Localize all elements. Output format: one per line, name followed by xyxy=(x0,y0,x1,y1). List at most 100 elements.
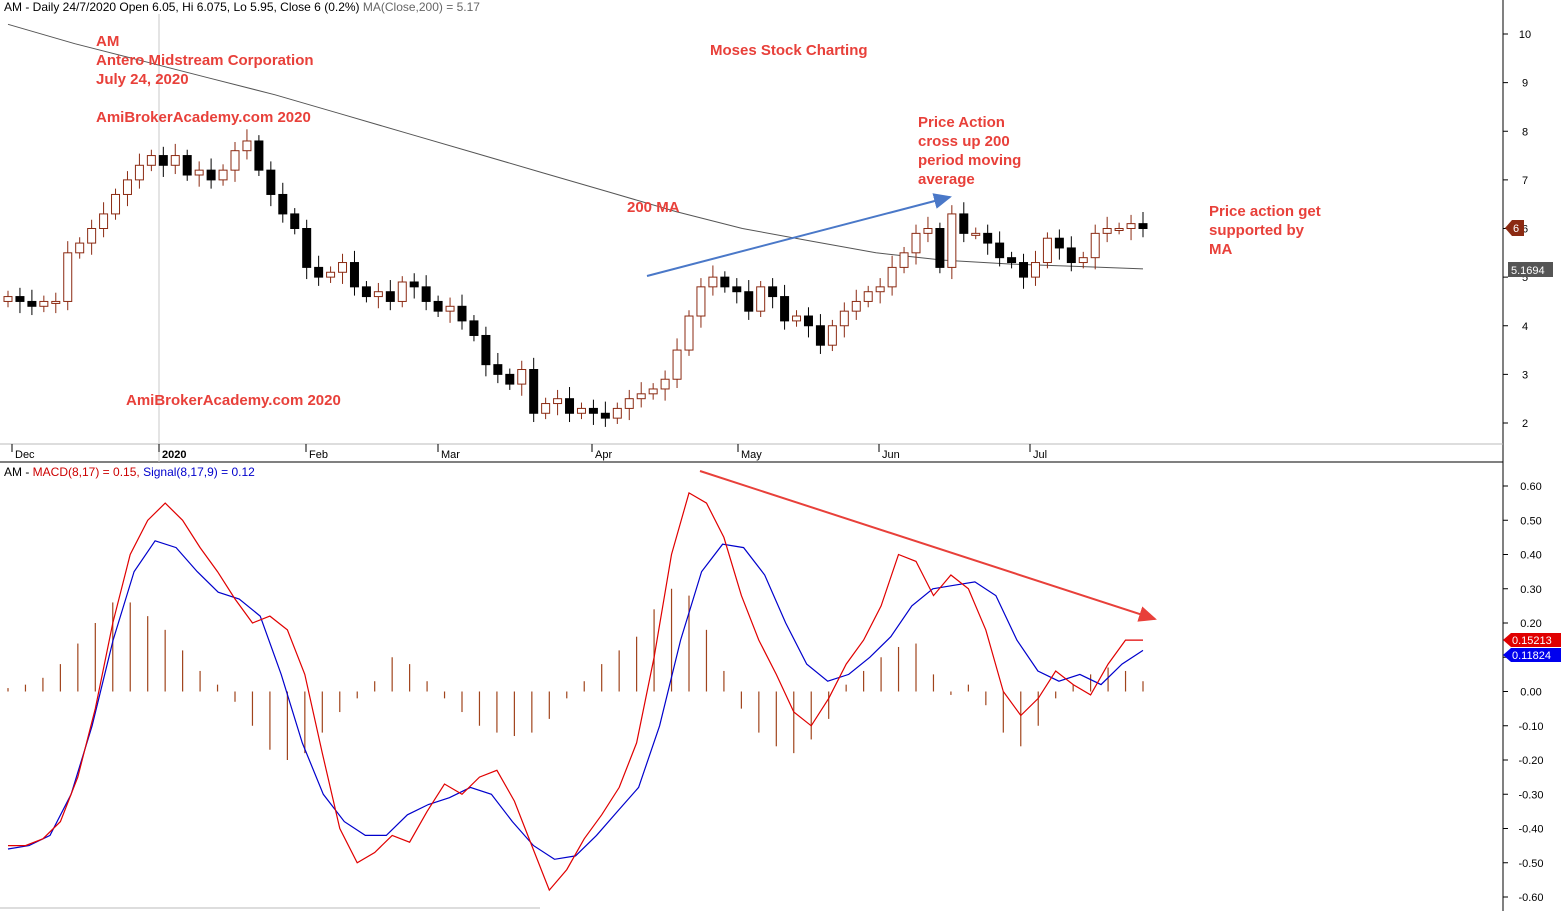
candle-body-down xyxy=(744,291,754,312)
candle-body-up xyxy=(373,291,383,298)
candle-body-up xyxy=(947,213,957,268)
cross-note-line-1: Price Action xyxy=(918,114,1005,131)
macd-y-tick-label: -0.60 xyxy=(1518,892,1543,904)
candle-body-up xyxy=(576,407,586,414)
candle-body-down xyxy=(732,286,742,293)
date-x-axis: Dec 2020 Feb Mar Apr May Jun Jul xyxy=(11,444,1047,461)
candle-body-down xyxy=(600,412,610,419)
candle-body-down xyxy=(433,300,443,312)
macd-y-axis: 0.600.500.400.300.200.100.00-0.10-0.20-0… xyxy=(1503,481,1544,904)
candle-body-up xyxy=(827,325,837,346)
price-y-tick-label: 4 xyxy=(1522,321,1528,333)
close-price-badge: 6 xyxy=(1505,220,1524,236)
candle-body-down xyxy=(409,281,419,288)
candle-body-down xyxy=(983,232,993,244)
candle-body-down xyxy=(457,305,467,322)
candle-body-up xyxy=(971,232,981,236)
candle-body-down xyxy=(266,169,276,195)
candle-body-down xyxy=(314,266,324,278)
uptrend-arrow xyxy=(646,193,952,277)
candle-body-down xyxy=(385,291,395,302)
candle-body-up xyxy=(1114,228,1124,231)
candle-body-down xyxy=(469,320,479,336)
price-y-tick-label: 8 xyxy=(1522,126,1528,138)
candle-body-down xyxy=(720,276,730,288)
candle-body-down xyxy=(27,300,37,307)
candle-body-down xyxy=(959,213,969,234)
candle-body-up xyxy=(122,179,132,195)
candle-body-up xyxy=(1090,232,1100,259)
candle-body-up xyxy=(684,315,694,351)
candle-body-up xyxy=(624,398,634,409)
candle-body-up xyxy=(672,349,682,380)
x-tick-label: Mar xyxy=(441,449,460,461)
price-y-tick-label: 7 xyxy=(1522,175,1528,187)
signal-value-badge: 0.11824 xyxy=(1503,648,1561,662)
candle-body-up xyxy=(326,271,336,278)
candle-body-up xyxy=(792,315,802,322)
candle-body-up xyxy=(75,242,85,254)
watermark-top: AmiBrokerAcademy.com 2020 xyxy=(96,109,311,126)
macd-y-tick-label: 0.20 xyxy=(1520,618,1541,630)
ticker-annotation: AM xyxy=(96,33,119,50)
candle-body-down xyxy=(278,193,288,215)
candle-body-down xyxy=(290,213,300,230)
x-tick-label: Dec xyxy=(15,449,35,461)
candle-body-up xyxy=(1042,237,1052,264)
candle-body-up xyxy=(218,169,228,181)
candle-body-down xyxy=(206,169,216,181)
macd-y-tick-label: -0.30 xyxy=(1518,789,1543,801)
candle-body-up xyxy=(696,286,706,317)
candle-body-up xyxy=(851,300,861,312)
candle-body-up xyxy=(887,266,897,288)
candle-body-up xyxy=(397,281,407,302)
candle-body-up xyxy=(553,398,563,405)
candle-body-up xyxy=(899,252,909,268)
candle-body-up xyxy=(541,403,551,414)
candle-body-down xyxy=(1054,237,1064,249)
candle-body-up xyxy=(1030,262,1040,278)
price-y-tick-label: 5 xyxy=(1522,272,1528,284)
macd-y-tick-label: -0.20 xyxy=(1518,755,1543,767)
candle-body-down xyxy=(1019,262,1029,278)
candle-body-up xyxy=(612,407,622,419)
candle-body-up xyxy=(111,193,121,215)
candle-body-down xyxy=(254,140,264,171)
candlestick-layer xyxy=(3,129,1148,427)
support-note-line-2: supported by xyxy=(1209,222,1305,239)
candle-body-down xyxy=(421,286,431,302)
candle-body-up xyxy=(839,310,849,327)
macd-y-tick-label: 0.40 xyxy=(1520,550,1541,562)
signal-line xyxy=(7,540,1144,860)
candle-body-up xyxy=(517,369,527,385)
price-y-tick-label: 9 xyxy=(1522,78,1528,90)
svg-text:5.1694: 5.1694 xyxy=(1511,265,1545,277)
x-tick-label: 2020 xyxy=(162,449,186,461)
macd-y-tick-label: 0.00 xyxy=(1520,687,1541,699)
candle-body-down xyxy=(780,296,790,322)
svg-text:0.15213: 0.15213 xyxy=(1512,635,1552,647)
candle-body-down xyxy=(182,155,192,176)
x-tick-label: Feb xyxy=(309,449,328,461)
company-annotation: Antero Midstream Corporation xyxy=(96,52,314,69)
brand-annotation: Moses Stock Charting xyxy=(710,42,868,59)
support-note-line-1: Price action get xyxy=(1209,203,1321,220)
candle-body-down xyxy=(493,364,503,375)
macd-line xyxy=(8,491,1143,892)
ma-value-badge: 5.1694 xyxy=(1508,262,1553,277)
candle-body-up xyxy=(63,252,73,302)
candle-body-down xyxy=(158,155,168,166)
candle-body-up xyxy=(1102,228,1112,234)
macd-divergence-arrow xyxy=(699,470,1157,622)
x-tick-label: Jul xyxy=(1033,449,1047,461)
ma-label-annotation: 200 MA xyxy=(627,199,680,216)
candle-body-up xyxy=(923,228,933,234)
x-tick-label: May xyxy=(741,449,762,461)
date-annotation: July 24, 2020 xyxy=(96,71,189,88)
x-tick-label: Apr xyxy=(595,449,612,461)
candle-body-up xyxy=(911,232,921,254)
cross-note-line-3: period moving xyxy=(918,152,1021,169)
price-y-tick-label: 6 xyxy=(1522,224,1528,236)
candle-body-up xyxy=(146,155,156,166)
candle-body-down xyxy=(1066,247,1076,264)
